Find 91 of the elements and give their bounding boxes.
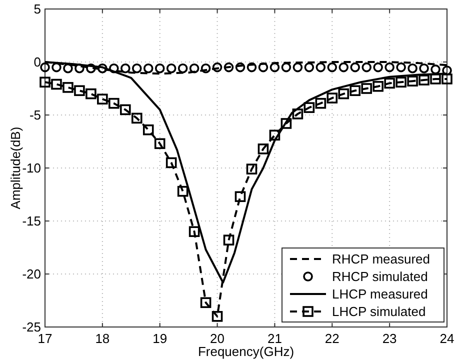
y-tick-label: -20 [22, 266, 41, 282]
point [212, 311, 223, 322]
point [292, 62, 303, 72]
x-tick-label: 18 [95, 331, 110, 346]
point [200, 63, 211, 74]
point [350, 85, 361, 96]
point [258, 62, 268, 72]
y-tick-label: -5 [29, 108, 41, 122]
point [315, 98, 326, 109]
point [120, 63, 130, 74]
point [361, 83, 372, 94]
point [418, 74, 430, 86]
point [40, 62, 50, 72]
x-tick-label: 19 [152, 331, 168, 346]
point [407, 76, 418, 86]
point [246, 62, 257, 72]
point [372, 80, 384, 92]
point [98, 63, 108, 74]
point [350, 62, 360, 72]
point [373, 62, 383, 72]
point [316, 62, 326, 72]
point [281, 62, 292, 72]
point [235, 62, 246, 72]
y-tick-label: -15 [22, 214, 41, 228]
point [327, 62, 338, 72]
point [234, 191, 246, 202]
point [108, 98, 120, 109]
point [40, 76, 50, 88]
point [143, 63, 154, 74]
point [189, 63, 200, 74]
point [74, 63, 84, 74]
point [304, 102, 315, 113]
point [408, 63, 418, 74]
point [166, 157, 177, 168]
point [188, 226, 200, 237]
point [396, 62, 406, 72]
point [224, 62, 234, 72]
point [178, 63, 188, 74]
point [154, 63, 165, 74]
point [223, 234, 234, 246]
x-tick-label: 23 [382, 331, 397, 346]
point [74, 85, 85, 96]
point [51, 78, 62, 90]
point [142, 124, 154, 136]
point [396, 76, 406, 88]
point [63, 63, 73, 74]
point [212, 62, 222, 72]
y-tick-label: -10 [22, 160, 41, 176]
point [62, 82, 74, 93]
point [269, 130, 280, 141]
point [292, 108, 304, 120]
point [52, 62, 62, 72]
point [131, 112, 142, 124]
point [442, 74, 452, 84]
y-tick-label: 5 [34, 2, 41, 16]
point [200, 297, 212, 308]
y-tick-label: 0 [34, 54, 41, 70]
point [326, 92, 338, 104]
point [97, 94, 108, 104]
point [258, 144, 269, 154]
point [384, 62, 394, 72]
y-axis-title: Amplitude(dB) [8, 126, 23, 210]
point [166, 63, 176, 74]
point [419, 63, 429, 74]
point [338, 88, 350, 100]
point [338, 62, 349, 72]
point [177, 186, 188, 197]
point [86, 63, 96, 74]
point [120, 104, 131, 116]
legend-label: RHCP simulated [332, 269, 428, 284]
point [430, 64, 440, 74]
point [442, 66, 452, 76]
legend-label: LHCP measured [332, 286, 428, 302]
point [280, 118, 292, 129]
point [86, 88, 96, 100]
point [384, 78, 395, 89]
x-tick-label: 20 [210, 331, 225, 346]
x-tick-label: 21 [267, 331, 282, 346]
point [154, 138, 166, 150]
x-tick-label: 22 [324, 331, 340, 346]
x-axis-title: Frequency(GHz) [198, 344, 294, 359]
point [304, 62, 314, 72]
point [109, 63, 119, 74]
point [362, 62, 372, 72]
point [430, 74, 441, 84]
x-tick-label: 24 [440, 331, 454, 346]
point [132, 63, 142, 74]
legend-label: LHCP simulated [332, 304, 426, 319]
point [270, 62, 280, 72]
point [246, 164, 258, 174]
legend-label: RHCP measured [332, 252, 430, 266]
